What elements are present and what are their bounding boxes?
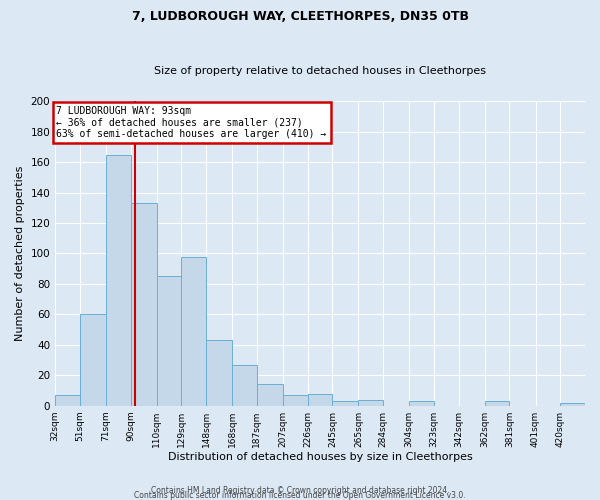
- Bar: [308, 394, 332, 406]
- Bar: [358, 400, 383, 406]
- Bar: [157, 276, 181, 406]
- Text: Contains public sector information licensed under the Open Government Licence v3: Contains public sector information licen…: [134, 491, 466, 500]
- Bar: [232, 364, 257, 406]
- Bar: [181, 256, 206, 406]
- Text: 7, LUDBOROUGH WAY, CLEETHORPES, DN35 0TB: 7, LUDBOROUGH WAY, CLEETHORPES, DN35 0TB: [131, 10, 469, 23]
- Bar: [485, 401, 509, 406]
- Bar: [283, 395, 308, 406]
- Y-axis label: Number of detached properties: Number of detached properties: [15, 166, 25, 341]
- Title: Size of property relative to detached houses in Cleethorpes: Size of property relative to detached ho…: [154, 66, 486, 76]
- Bar: [131, 204, 157, 406]
- Text: Contains HM Land Registry data © Crown copyright and database right 2024.: Contains HM Land Registry data © Crown c…: [151, 486, 449, 495]
- Bar: [332, 401, 358, 406]
- Bar: [80, 314, 106, 406]
- Bar: [560, 402, 585, 406]
- X-axis label: Distribution of detached houses by size in Cleethorpes: Distribution of detached houses by size …: [168, 452, 472, 462]
- Text: 7 LUDBOROUGH WAY: 93sqm
← 36% of detached houses are smaller (237)
63% of semi-d: 7 LUDBOROUGH WAY: 93sqm ← 36% of detache…: [56, 106, 327, 139]
- Bar: [409, 401, 434, 406]
- Bar: [55, 395, 80, 406]
- Bar: [206, 340, 232, 406]
- Bar: [257, 384, 283, 406]
- Bar: [106, 154, 131, 406]
